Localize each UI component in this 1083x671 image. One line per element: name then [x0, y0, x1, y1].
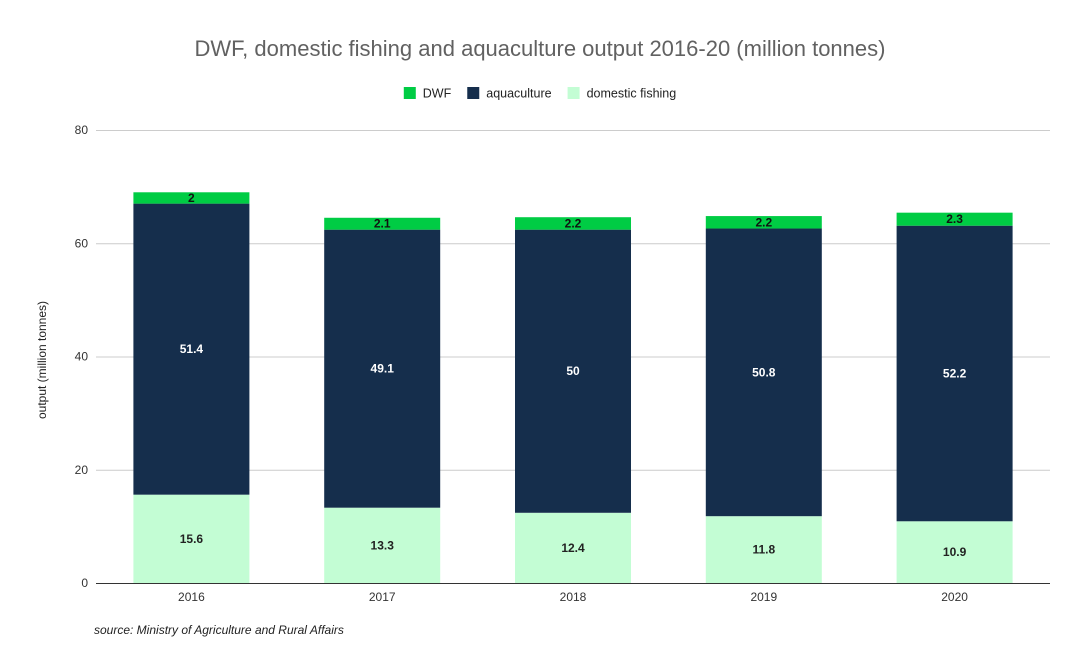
source-note: source: Ministry of Agriculture and Rura… — [94, 623, 344, 637]
legend-swatch-dwf — [403, 87, 416, 99]
data-label: 51.4 — [180, 342, 204, 356]
bars: 15.6 51.4 2 13.3 49.1 2.1 12.4 50 2.2 11.8 50.8 2.2… — [133, 191, 1013, 583]
bar-segment-aquaculture — [133, 203, 250, 495]
bar-segment-dwf — [515, 217, 631, 230]
bar-segment-aquaculture — [896, 225, 1013, 522]
legend-swatch-aquaculture — [467, 87, 480, 99]
x-tick-label: 2016 — [178, 590, 205, 604]
x-tick-label: 2017 — [369, 590, 396, 604]
bar-segment-domestic-fishing — [324, 507, 441, 583]
y-tick-label: 40 — [75, 350, 89, 364]
x-tick-label: 2019 — [750, 590, 777, 604]
data-label: 2.1 — [374, 217, 391, 231]
bar-segment-dwf — [705, 216, 822, 229]
data-label: 10.9 — [943, 545, 967, 559]
data-label: 2 — [188, 191, 195, 205]
x-axis-ticks: 2016 2017 2018 2019 2020 — [178, 590, 968, 604]
legend-swatch-domestic-fishing — [567, 87, 580, 99]
bar-segment-domestic-fishing — [133, 494, 250, 583]
bar-segment-domestic-fishing — [705, 516, 822, 583]
bar-segment-dwf — [896, 212, 1013, 226]
y-tick-label: 60 — [75, 236, 89, 250]
y-tick-label: 20 — [75, 463, 89, 477]
bar-segment-dwf — [324, 217, 441, 230]
bar-segment-domestic-fishing — [515, 512, 631, 583]
legend-label-aquaculture: aquaculture — [486, 87, 551, 101]
bar-segment-aquaculture — [324, 229, 441, 508]
data-label: 13.3 — [371, 538, 395, 552]
legend-label-dwf: DWF — [423, 87, 452, 101]
data-label: 12.4 — [561, 541, 585, 555]
x-tick-label: 2018 — [560, 590, 587, 604]
data-label: 50.8 — [752, 365, 776, 379]
data-label: 2.2 — [565, 216, 582, 230]
legend-label-domestic-fishing: domestic fishing — [587, 87, 677, 101]
bar-segment-domestic-fishing — [896, 521, 1013, 583]
bar-segment-aquaculture — [515, 229, 631, 513]
y-axis-title: output (million tonnes) — [35, 301, 49, 419]
data-label: 52.2 — [943, 366, 967, 380]
data-label: 15.6 — [180, 532, 204, 546]
y-axis-ticks: 0 20 40 60 80 — [75, 123, 89, 590]
data-label: 50 — [566, 364, 580, 378]
data-label: 2.3 — [946, 212, 963, 226]
chart-title: DWF, domestic fishing and aquaculture ou… — [195, 36, 886, 61]
y-tick-label: 0 — [81, 576, 88, 590]
x-tick-label: 2020 — [941, 590, 968, 604]
y-tick-label: 80 — [75, 123, 89, 137]
bar-segment-dwf — [133, 192, 250, 204]
data-label: 49.1 — [371, 362, 395, 376]
bar-segment-aquaculture — [705, 228, 822, 517]
legend: DWF aquaculture domestic fishing — [403, 87, 677, 101]
data-label: 2.2 — [755, 215, 772, 229]
data-label: 11.8 — [752, 543, 775, 557]
